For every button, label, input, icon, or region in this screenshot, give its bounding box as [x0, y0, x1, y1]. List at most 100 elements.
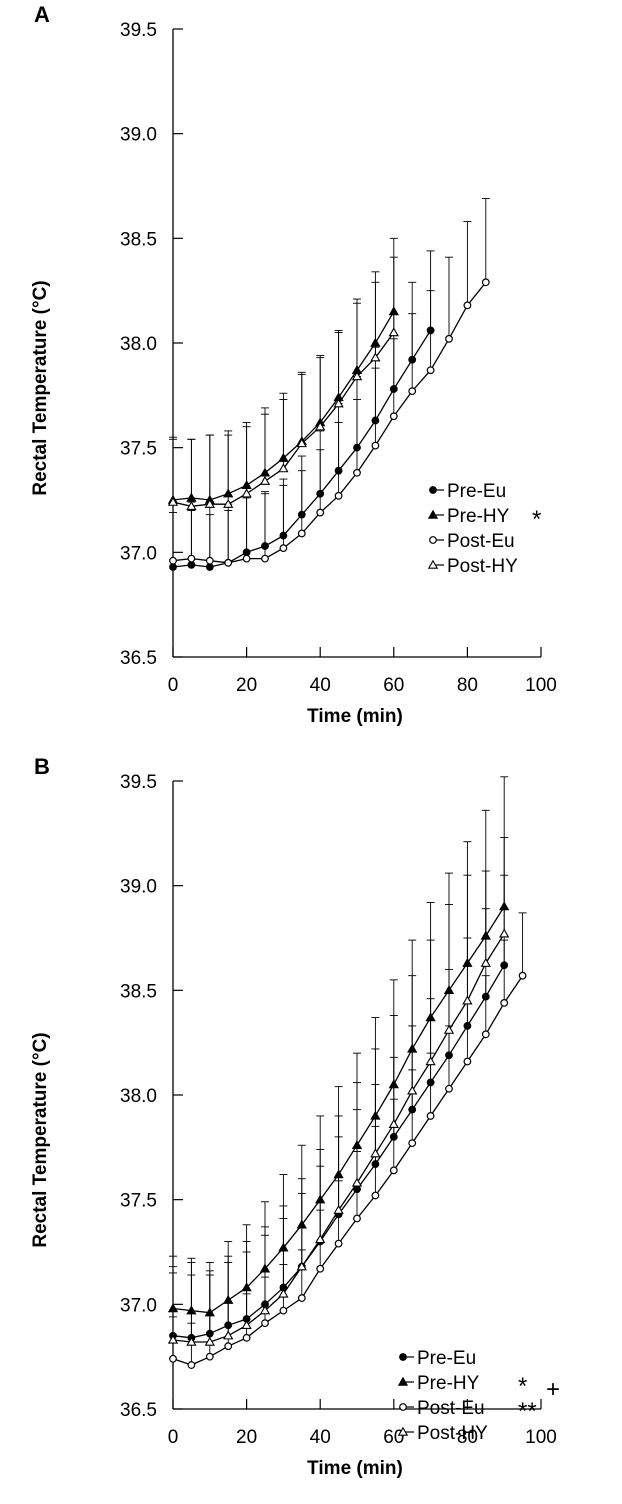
x-tick-label: 100: [525, 1427, 557, 1448]
legend-item: Pre-HY *: [427, 506, 541, 533]
y-tick-label: 39.0: [120, 877, 157, 898]
x-tick-label: 0: [168, 1427, 179, 1448]
x-tick-label: 20: [236, 1427, 257, 1448]
data-point: [204, 498, 215, 508]
legend-item: Pre-HY *: [397, 1373, 527, 1400]
y-tick-label: 37.0: [120, 543, 157, 564]
data-point: [408, 387, 417, 396]
data-point: [169, 563, 177, 571]
data-point: [242, 554, 251, 563]
significance-marker: **: [518, 1398, 537, 1425]
data-point: [334, 491, 343, 500]
y-tick-label: 37.5: [120, 439, 157, 460]
data-point: [388, 327, 399, 337]
legend-label: Pre-HY: [447, 506, 510, 527]
legend-marker: [429, 486, 437, 494]
data-point: [205, 1352, 214, 1361]
legend-marker: [399, 1353, 407, 1361]
significance-marker: *: [518, 1373, 527, 1400]
chart-panel-a: A 36.5 37.0 37.5 38.0 38.5 39.0 39.5 0 20 40 60 80 10…: [30, 2, 557, 727]
y-tick-label: 36.5: [120, 1400, 157, 1421]
data-point: [481, 1030, 490, 1039]
legend-label: Post-Eu: [417, 1398, 485, 1419]
legend-marker: [427, 509, 439, 519]
y-tick-label: 39.5: [120, 20, 157, 41]
data-point: [186, 500, 197, 510]
y-axis-label: Rectal Temperature (°C): [30, 280, 51, 495]
y-tick-label: 39.5: [120, 772, 157, 793]
data-point: [443, 1024, 455, 1034]
data-point: [241, 488, 252, 498]
legend-label: Post-Eu: [447, 531, 515, 552]
legend: Pre-Eu Pre-HY * Post-Eu ** Post-HY: [397, 1348, 537, 1444]
data-point: [426, 1112, 435, 1120]
data-point: [388, 1118, 399, 1129]
data-point: [370, 352, 381, 362]
data-point: [242, 1333, 251, 1342]
data-point: [480, 957, 491, 967]
legend-marker: [397, 1426, 409, 1436]
data-point: [278, 463, 289, 473]
legend-label: Post-HY: [447, 556, 518, 577]
data-point: [187, 560, 196, 569]
x-tick-label: 100: [525, 675, 557, 696]
data-point: [279, 544, 288, 553]
legend-label: Pre-HY: [417, 1373, 480, 1394]
legend: Pre-Eu Pre-HY * Post-Eu Post-HY: [427, 481, 541, 577]
data-point: [296, 438, 307, 448]
legend-label: Pre-Eu: [447, 481, 506, 502]
data-point: [169, 556, 177, 565]
legend-marker: [429, 536, 437, 544]
data-point: [241, 1319, 252, 1329]
series-line: [172, 975, 524, 1366]
data-point: [297, 1294, 306, 1302]
legend-label: Pre-Eu: [417, 1348, 476, 1369]
data-point: [407, 1085, 418, 1095]
data-point: [279, 1306, 288, 1315]
panel-a: A 36.5 37.0 37.5 38.0 38.5 39.0 39.5 0 20 40 60 80 10…: [30, 2, 557, 727]
data-point: [445, 1084, 453, 1093]
data-point: [259, 1305, 271, 1315]
x-tick-label: 60: [383, 1427, 404, 1448]
x-tick-label: 80: [457, 675, 478, 696]
data-point: [316, 508, 325, 517]
y-tick-label: 37.0: [120, 1295, 157, 1316]
series-post-hy: [167, 256, 399, 510]
data-point: [333, 1204, 344, 1214]
y-tick-label: 38.5: [120, 981, 157, 1002]
data-point: [351, 1177, 363, 1187]
panel-letter: A: [34, 2, 50, 27]
data-point: [205, 556, 214, 565]
data-point: [187, 554, 196, 563]
series-post-eu: [169, 198, 490, 567]
data-point: [371, 441, 380, 450]
data-point: [499, 928, 510, 938]
data-point: [316, 1264, 325, 1273]
legend-marker: [397, 1376, 409, 1386]
legend-item: Post-HY: [427, 556, 518, 577]
data-point: [518, 971, 527, 980]
data-point: [186, 1336, 197, 1346]
x-tick-label: 0: [168, 675, 179, 696]
series-line: [172, 281, 487, 564]
x-axis-label: Time (min): [307, 1458, 403, 1479]
y-tick-label: 39.0: [120, 125, 157, 146]
series-post-hy: [167, 837, 510, 1346]
data-point: [463, 1057, 472, 1066]
y-tick-label: 36.5: [120, 648, 157, 669]
data-point: [315, 1234, 326, 1244]
data-point: [425, 1056, 436, 1066]
data-point: [204, 1336, 215, 1346]
x-tick-label: 40: [310, 675, 331, 696]
data-point: [223, 1330, 234, 1340]
data-point: [167, 496, 179, 506]
legend-item: Pre-Eu: [429, 481, 506, 502]
x-axis-label: Time (min): [307, 706, 403, 727]
data-point: [445, 334, 453, 343]
y-tick-label: 38.0: [120, 1086, 157, 1107]
data-point: [169, 1354, 177, 1363]
chart-panel-b: B 36.5 37.0 37.5 38.0 38.5 39.0 39.5 0 20 40 60 80 10…: [30, 754, 560, 1479]
data-point: [351, 371, 363, 381]
series-post-eu: [169, 912, 527, 1369]
legend-marker: [427, 559, 439, 569]
